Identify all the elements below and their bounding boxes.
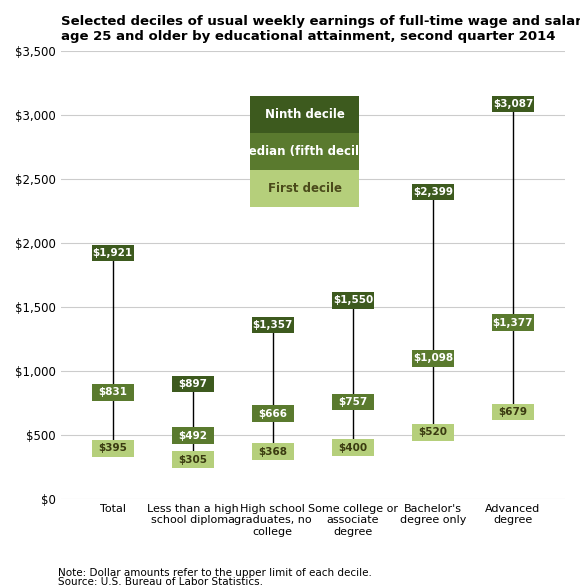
Text: $368: $368	[258, 447, 287, 457]
FancyBboxPatch shape	[92, 440, 133, 457]
FancyBboxPatch shape	[172, 427, 213, 444]
Text: First decile: First decile	[268, 182, 342, 195]
Text: Note: Dollar amounts refer to the upper limit of each decile.: Note: Dollar amounts refer to the upper …	[58, 568, 372, 578]
Text: $1,377: $1,377	[493, 318, 533, 328]
FancyBboxPatch shape	[92, 245, 133, 261]
FancyBboxPatch shape	[251, 133, 359, 170]
Text: $831: $831	[98, 387, 127, 397]
Text: Source: U.S. Bureau of Labor Statistics.: Source: U.S. Bureau of Labor Statistics.	[58, 577, 263, 587]
Text: $3,087: $3,087	[493, 99, 533, 109]
Text: $400: $400	[338, 443, 368, 453]
Text: $1,550: $1,550	[333, 295, 373, 305]
Text: $2,399: $2,399	[413, 187, 453, 197]
Text: $1,098: $1,098	[413, 353, 453, 363]
Text: $1,921: $1,921	[93, 248, 133, 258]
FancyBboxPatch shape	[252, 317, 293, 333]
Text: $492: $492	[178, 431, 207, 441]
FancyBboxPatch shape	[492, 96, 534, 112]
FancyBboxPatch shape	[332, 292, 374, 309]
FancyBboxPatch shape	[252, 443, 293, 460]
Text: $897: $897	[178, 379, 207, 389]
Text: $679: $679	[498, 407, 527, 417]
Text: $666: $666	[258, 409, 287, 419]
Text: $305: $305	[178, 455, 207, 465]
FancyBboxPatch shape	[251, 170, 359, 207]
FancyBboxPatch shape	[492, 404, 534, 420]
FancyBboxPatch shape	[412, 424, 454, 440]
FancyBboxPatch shape	[172, 376, 213, 392]
Text: $757: $757	[338, 397, 368, 407]
FancyBboxPatch shape	[412, 184, 454, 200]
FancyBboxPatch shape	[252, 405, 293, 422]
FancyBboxPatch shape	[332, 394, 374, 410]
Text: Ninth decile: Ninth decile	[265, 108, 345, 121]
Text: $395: $395	[99, 443, 127, 453]
FancyBboxPatch shape	[332, 439, 374, 456]
FancyBboxPatch shape	[492, 314, 534, 331]
FancyBboxPatch shape	[251, 96, 359, 133]
Text: Selected deciles of usual weekly earnings of full-time wage and salary workers
a: Selected deciles of usual weekly earning…	[61, 15, 580, 43]
FancyBboxPatch shape	[172, 451, 213, 468]
Text: $520: $520	[418, 427, 447, 437]
FancyBboxPatch shape	[412, 350, 454, 367]
Text: $1,357: $1,357	[253, 320, 293, 330]
Text: Median (fifth decile): Median (fifth decile)	[237, 145, 372, 158]
FancyBboxPatch shape	[92, 384, 133, 401]
